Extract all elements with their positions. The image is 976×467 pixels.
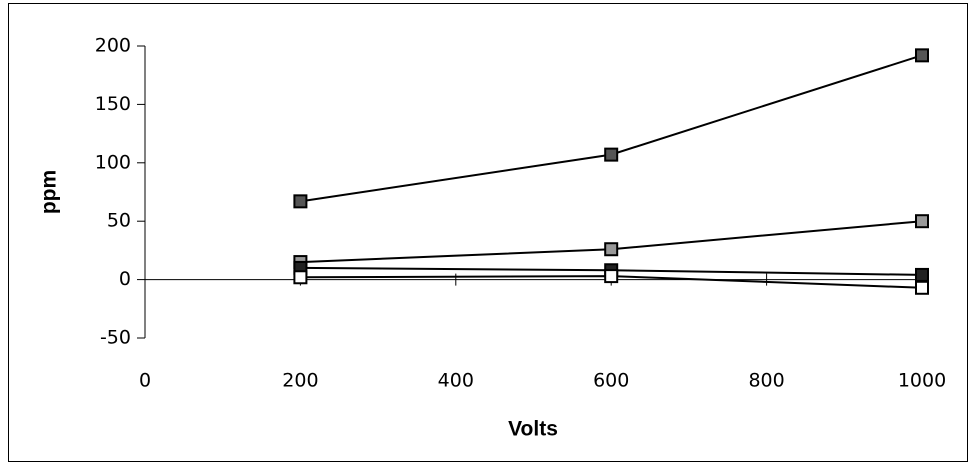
y-axis-title: ppm <box>38 170 61 214</box>
marker <box>915 267 929 282</box>
marker <box>293 270 308 285</box>
y-tick-label: 200 <box>95 35 131 57</box>
x-tick-label: 200 <box>282 370 318 392</box>
marker <box>293 194 308 209</box>
marker <box>915 48 929 63</box>
marker <box>915 280 929 295</box>
x-tick-label: 0 <box>139 370 151 392</box>
x-tick-label: 400 <box>438 370 474 392</box>
marker <box>604 242 619 257</box>
y-tick-label: 150 <box>95 93 131 115</box>
y-tick-label: 100 <box>95 151 131 173</box>
y-tick-label: 0 <box>119 268 131 290</box>
x-tick-label: 800 <box>748 370 784 392</box>
chart-frame <box>8 3 968 462</box>
y-tick-label: -50 <box>100 327 131 349</box>
marker <box>915 214 929 229</box>
x-tick-label: 1000 <box>898 370 946 392</box>
marker <box>604 147 619 162</box>
x-axis-title: Volts <box>508 418 558 441</box>
x-tick-label: 600 <box>593 370 629 392</box>
marker <box>604 269 619 284</box>
y-tick-label: 50 <box>107 210 131 232</box>
